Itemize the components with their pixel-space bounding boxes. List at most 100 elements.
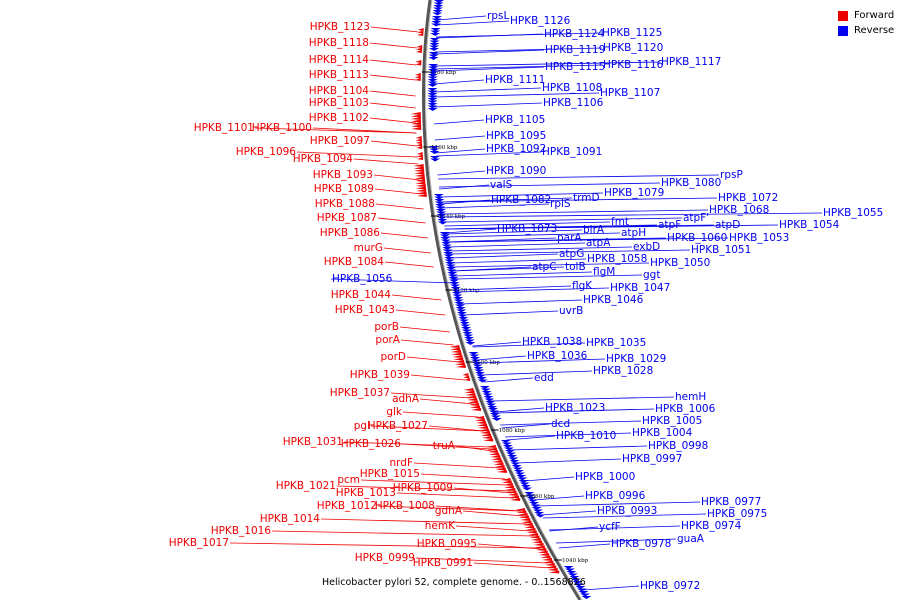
gene-label-atpf[interactable]: atpF: [658, 219, 681, 231]
gene-label-atpf[interactable]: atpF': [683, 212, 709, 224]
gene-label-hpkb-1005[interactable]: HPKB_1005: [642, 415, 702, 427]
gene-label-hpkb-1123[interactable]: HPKB_1123: [310, 21, 370, 33]
gene-label-hpkb-1125[interactable]: HPKB_1125: [602, 27, 662, 39]
gene-label-hpkb-1113[interactable]: HPKB_1113: [309, 69, 369, 81]
gene-label-atpc[interactable]: atpC: [532, 261, 557, 273]
gene-label-hpkb-1055[interactable]: HPKB_1055: [823, 207, 883, 219]
gene-label-hpkb-1035[interactable]: HPKB_1035: [586, 337, 646, 349]
gene-label-hpkb-0977[interactable]: HPKB_0977: [701, 496, 761, 508]
gene-label-hpkb-1027[interactable]: HPKB_1027: [368, 420, 428, 432]
gene-label-hpkb-1004[interactable]: HPKB_1004: [632, 427, 693, 439]
gene-label-hpkb-0998[interactable]: HPKB_0998: [648, 440, 708, 452]
gene-label-hpkb-1008[interactable]: HPKB_1008: [375, 500, 435, 512]
gene-label-hpkb-1017[interactable]: HPKB_1017: [169, 537, 229, 549]
gene-label-hpkb-1108[interactable]: HPKB_1108: [542, 82, 602, 94]
gene-label-hpkb-1037[interactable]: HPKB_1037: [330, 387, 390, 399]
gene-label-hpkb-1079[interactable]: HPKB_1079: [604, 187, 664, 199]
gene-label-hpkb-1114[interactable]: HPKB_1114: [309, 54, 370, 66]
gene-label-trmd[interactable]: trmD: [573, 192, 600, 204]
gene-label-hpkb-0993[interactable]: HPKB_0993: [597, 505, 657, 517]
gene-label-hpkb-1118[interactable]: HPKB_1118: [309, 37, 369, 49]
gene-label-ycff[interactable]: ycfF: [599, 521, 621, 533]
gene-label-guaa[interactable]: guaA: [677, 533, 705, 545]
gene-label-hpkb-1120[interactable]: HPKB_1120: [603, 42, 663, 54]
gene-label-hpkb-1026[interactable]: HPKB_1026: [341, 438, 402, 450]
gene-label-hpkb-1014[interactable]: HPKB_1014: [260, 513, 321, 525]
gene-label-hpkb-1054[interactable]: HPKB_1054: [779, 219, 840, 231]
gene-label-ggt[interactable]: ggt: [643, 269, 660, 281]
gene-label-atph[interactable]: atpH: [621, 227, 646, 239]
gene-label-hpkb-1126[interactable]: HPKB_1126: [510, 15, 571, 27]
gene-label-hpkb-1111[interactable]: HPKB_1111: [485, 74, 545, 86]
gene-label-hpkb-1006[interactable]: HPKB_1006: [655, 403, 716, 415]
gene-label-fmt[interactable]: fmt: [611, 216, 629, 228]
gene-label-hpkb-1103[interactable]: HPKB_1103: [309, 97, 369, 109]
gene-label-hpkb-1012[interactable]: HPKB_1012: [317, 500, 377, 512]
gene-label-hpkb-1084[interactable]: HPKB_1084: [324, 256, 385, 268]
gene-label-hpkb-1080[interactable]: HPKB_1080: [661, 177, 721, 189]
gene-label-para[interactable]: parA: [557, 232, 582, 244]
gene-label-hpkb-1047[interactable]: HPKB_1047: [610, 282, 670, 294]
gene-label-hpkb-1092[interactable]: HPKB_1092: [486, 143, 546, 155]
gene-label-tolb[interactable]: tolB: [565, 261, 586, 273]
gene-label-hpkb-1013[interactable]: HPKB_1013: [336, 487, 396, 499]
gene-label-hpkb-0996[interactable]: HPKB_0996: [585, 490, 646, 502]
gene-label-hpkb-1000[interactable]: HPKB_1000: [575, 471, 635, 483]
gene-label-hpkb-1053[interactable]: HPKB_1053: [729, 232, 789, 244]
gene-label-hpkb-0978[interactable]: HPKB_0978: [611, 538, 671, 550]
gene-label-hpkb-1058[interactable]: HPKB_1058: [587, 253, 647, 265]
gene-label-hpkb-0999[interactable]: HPKB_0999: [355, 552, 415, 564]
gene-label-hpkb-1031[interactable]: HPKB_1031: [283, 436, 343, 448]
gene-label-pgl[interactable]: pgl: [354, 420, 370, 432]
gene-label-hpkb-1100[interactable]: HPKB_1100: [252, 122, 312, 134]
gene-label-hpkb-1046[interactable]: HPKB_1046: [583, 294, 644, 306]
gene-label-hpkb-1015[interactable]: HPKB_1015: [360, 468, 420, 480]
gene-label-hpkb-0975[interactable]: HPKB_0975: [707, 508, 767, 520]
gene-label-hpkb-1050[interactable]: HPKB_1050: [650, 257, 710, 269]
gene-label-atpd[interactable]: atpD: [715, 219, 740, 231]
gene-label-hpkb-0972[interactable]: HPKB_0972: [640, 580, 700, 592]
gene-label-hemh[interactable]: hemH: [675, 391, 706, 403]
gene-label-flgm[interactable]: flgM: [593, 266, 615, 278]
gene-label-rpsl[interactable]: rpsL: [487, 10, 509, 22]
gene-label-dcd[interactable]: dcd: [551, 418, 570, 430]
gene-label-hpkb-1029[interactable]: HPKB_1029: [606, 353, 666, 365]
gene-label-hpkb-1093[interactable]: HPKB_1093: [313, 169, 373, 181]
gene-label-edd[interactable]: edd: [534, 372, 554, 384]
gene-label-adha[interactable]: adhA: [392, 393, 420, 405]
gene-label-hpkb-1043[interactable]: HPKB_1043: [335, 304, 395, 316]
gene-label-hpkb-0995[interactable]: HPKB_0995: [417, 538, 477, 550]
gene-label-hpkb-1104[interactable]: HPKB_1104: [309, 85, 370, 97]
gene-label-pora[interactable]: porA: [375, 334, 400, 346]
gene-label-hpkb-1009[interactable]: HPKB_1009: [393, 482, 453, 494]
gene-label-hpkb-1095[interactable]: HPKB_1095: [486, 130, 546, 142]
gene-label-hpkb-1087[interactable]: HPKB_1087: [317, 212, 377, 224]
gene-label-bira[interactable]: birA: [583, 224, 605, 236]
gene-label-hpkb-1101[interactable]: HPKB_1101: [194, 122, 254, 134]
gene-label-hpkb-1086[interactable]: HPKB_1086: [320, 227, 381, 239]
gene-label-hpkb-1119[interactable]: HPKB_1119: [545, 44, 605, 56]
gene-label-hpkb-0997[interactable]: HPKB_0997: [622, 453, 682, 465]
gene-label-hpkb-1116[interactable]: HPKB_1116: [603, 59, 664, 71]
gene-label-exbd[interactable]: exbD: [633, 241, 660, 253]
gene-label-pcm[interactable]: pcm: [337, 474, 360, 486]
gene-label-hpkb-1102[interactable]: HPKB_1102: [309, 112, 369, 124]
gene-label-hpkb-1117[interactable]: HPKB_1117: [661, 56, 721, 68]
gene-label-hpkb-0991[interactable]: HPKB_0991: [413, 557, 473, 569]
gene-label-hpkb-1068[interactable]: HPKB_1068: [709, 204, 769, 216]
gene-label-hpkb-1090[interactable]: HPKB_1090: [486, 165, 546, 177]
gene-label-rpsp[interactable]: rpsP: [720, 169, 743, 181]
gene-label-hpkb-1036[interactable]: HPKB_1036: [527, 350, 588, 362]
gene-label-rpls[interactable]: rplS: [550, 198, 571, 210]
gene-label-hemk[interactable]: hemK: [425, 520, 456, 532]
gene-label-hpkb-1097[interactable]: HPKB_1097: [310, 135, 370, 147]
gene-label-hpkb-1115[interactable]: HPKB_1115: [545, 61, 605, 73]
gene-label-hpkb-1091[interactable]: HPKB_1091: [542, 146, 602, 158]
gene-label-hpkb-1096[interactable]: HPKB_1096: [236, 146, 297, 158]
gene-label-hpkb-1105[interactable]: HPKB_1105: [485, 114, 545, 126]
gene-label-porb[interactable]: porB: [374, 321, 399, 333]
gene-label-hpkb-1028[interactable]: HPKB_1028: [593, 365, 653, 377]
gene-label-hpkb-1107[interactable]: HPKB_1107: [600, 87, 660, 99]
gene-label-hpkb-1073[interactable]: HPKB_1073: [497, 223, 557, 235]
gene-label-hpkb-1044[interactable]: HPKB_1044: [331, 289, 392, 301]
